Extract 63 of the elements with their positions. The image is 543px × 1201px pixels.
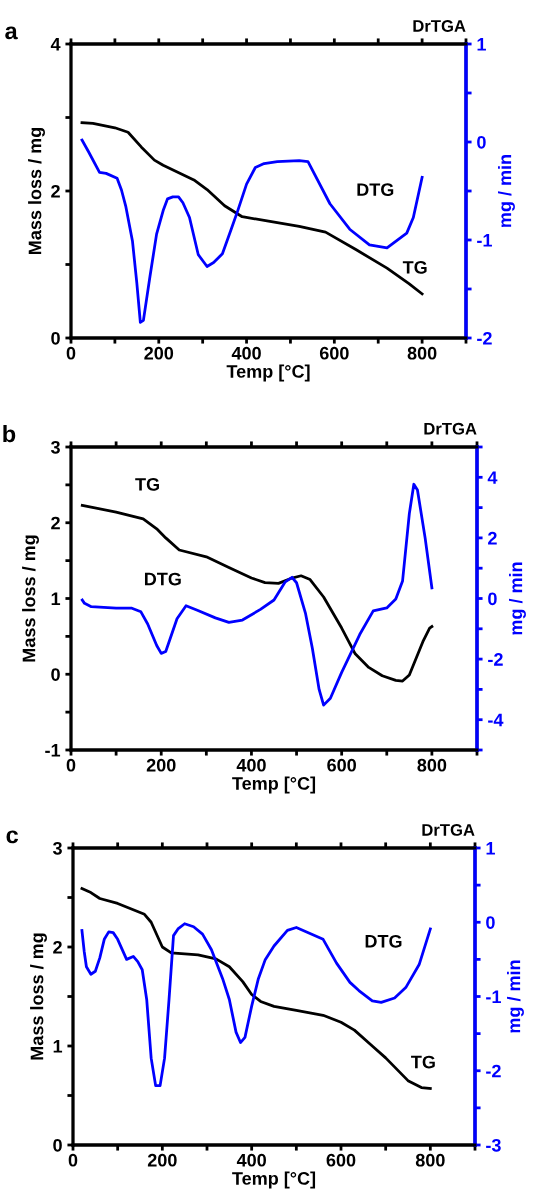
x-tick-label: 400: [236, 758, 266, 772]
y-axis-title: Mass loss / mg: [22, 535, 39, 662]
y2-tick-label: -4: [488, 713, 504, 727]
y-tick-label: 0: [53, 1138, 62, 1152]
y-tick-label: 4: [50, 38, 61, 51]
x-tick-label: 200: [144, 346, 174, 360]
y2-tick-label: -1: [477, 234, 492, 247]
x-tick-label: 600: [319, 346, 349, 360]
y-axis-title: Mass loss / mg: [30, 933, 47, 1060]
y-tick-label: -1: [45, 744, 61, 757]
line-series: [80, 503, 434, 683]
y2-tick-label: -2: [488, 653, 503, 666]
x-tick-label: 400: [236, 1153, 266, 1167]
y2-tick-label: -2: [477, 331, 492, 345]
y-tick-label: 1: [51, 592, 61, 606]
x-tick-label: 200: [147, 1153, 177, 1167]
y-tick-label: 0: [51, 331, 60, 345]
y2-axis-title: mg / min: [507, 960, 524, 1033]
y2-tick-label: 1: [486, 842, 495, 855]
x-axis-title: Temp [°C]: [232, 1171, 316, 1189]
y2-axis-title: mg / min: [509, 562, 526, 635]
x-axis-title: Temp [°C]: [232, 776, 316, 794]
x-tick-label: 600: [326, 1153, 356, 1167]
series-label: TG: [411, 1055, 435, 1069]
y-tick-label: 2: [51, 516, 60, 530]
y2-axis-title: mg / min: [498, 155, 515, 227]
series-label: DTG: [357, 183, 394, 197]
series-label: DTG: [144, 572, 181, 586]
y2-tick-label: -3: [486, 1138, 501, 1152]
y-tick-label: 0: [51, 668, 60, 681]
y-axis-title: Mass loss / mg: [28, 127, 45, 255]
text: b: [3, 424, 16, 443]
chart-title: DrTGA: [413, 20, 466, 32]
y-tick-label: 3: [52, 841, 62, 855]
y-tick-label: 2: [53, 940, 62, 954]
y2-tick-label: 2: [488, 531, 497, 545]
text: c: [6, 830, 19, 844]
text: a: [5, 26, 18, 40]
chart-title: DrTGA: [424, 422, 477, 435]
y2-tick-label: 0: [477, 135, 486, 149]
x-tick-label: 0: [66, 758, 76, 772]
x-tick-label: 800: [417, 758, 447, 772]
y2-tick-label: 1: [477, 38, 486, 51]
y2-tick-label: 4: [487, 471, 498, 484]
series-label: TG: [402, 260, 427, 274]
x-tick-label: 0: [68, 1153, 78, 1167]
chart-title: DrTGA: [422, 823, 475, 836]
x-tick-label: 800: [415, 1153, 445, 1167]
y-tick-label: 3: [50, 440, 60, 454]
y2-tick-label: 0: [488, 592, 497, 606]
y-tick-label: 1: [53, 1040, 63, 1053]
x-tick-label: 0: [66, 346, 76, 360]
y2-tick-label: -2: [486, 1064, 501, 1078]
y2-tick-label: -1: [486, 990, 501, 1004]
series-label: TG: [135, 477, 159, 491]
x-tick-label: 600: [327, 758, 356, 772]
x-tick-label: 800: [407, 346, 437, 360]
x-tick-label: 200: [146, 758, 176, 772]
y2-tick-label: 0: [486, 916, 495, 929]
x-axis-title: Temp [°C]: [226, 364, 310, 382]
y-tick-label: 2: [51, 184, 60, 198]
x-tick-label: 400: [231, 346, 261, 360]
series-label: DTG: [365, 934, 402, 948]
